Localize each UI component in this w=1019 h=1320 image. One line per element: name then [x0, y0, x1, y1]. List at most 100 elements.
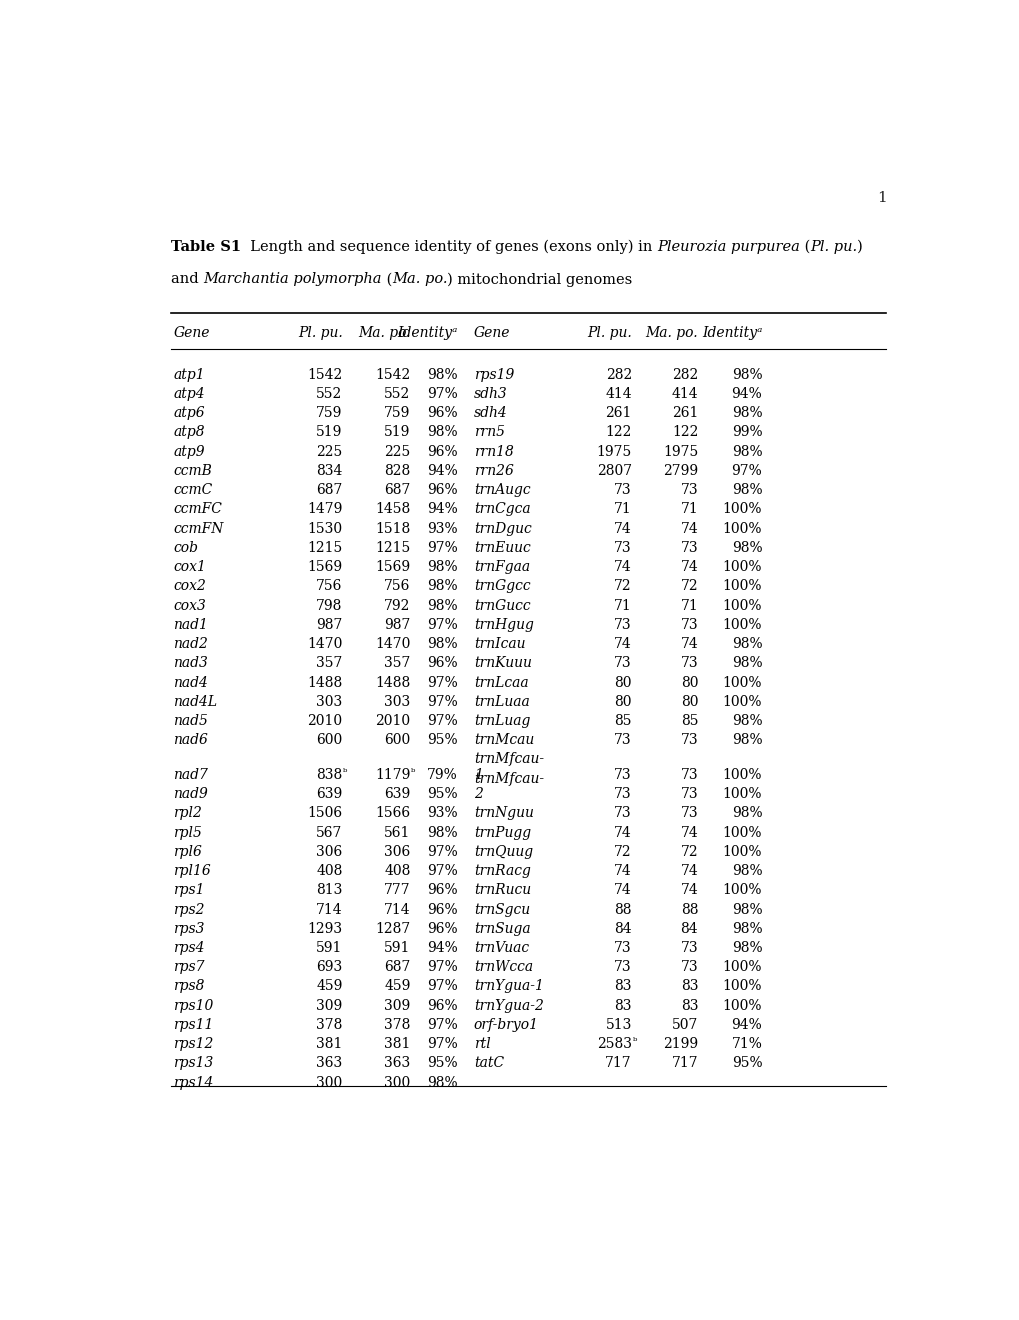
Text: 261: 261	[672, 407, 698, 420]
Text: 100%: 100%	[722, 960, 761, 974]
Text: trnLuag: trnLuag	[473, 714, 530, 729]
Text: 552: 552	[316, 387, 342, 401]
Text: 591: 591	[384, 941, 410, 954]
Text: 98%: 98%	[427, 579, 458, 594]
Text: 73: 73	[680, 807, 698, 820]
Text: 1542: 1542	[375, 368, 410, 381]
Text: 73: 73	[613, 960, 631, 974]
Text: 73: 73	[613, 541, 631, 554]
Text: Length and sequence identity of genes (exons only) in: Length and sequence identity of genes (e…	[240, 240, 656, 255]
Text: rps13: rps13	[173, 1056, 214, 1071]
Text: 84: 84	[613, 921, 631, 936]
Text: Gene: Gene	[473, 326, 510, 341]
Text: Identityᵃ: Identityᵃ	[397, 326, 458, 341]
Text: 98%: 98%	[731, 733, 761, 747]
Text: rps10: rps10	[173, 999, 214, 1012]
Text: 98%: 98%	[731, 368, 761, 381]
Text: 98%: 98%	[731, 714, 761, 729]
Text: 714: 714	[383, 903, 410, 916]
Text: 97%: 97%	[427, 541, 458, 554]
Text: trnKuuu: trnKuuu	[473, 656, 531, 671]
Text: 98%: 98%	[731, 483, 761, 498]
Text: 83: 83	[680, 999, 698, 1012]
Text: 97%: 97%	[427, 714, 458, 729]
Text: 100%: 100%	[722, 787, 761, 801]
Text: trnHgug: trnHgug	[473, 618, 533, 632]
Text: 84: 84	[680, 921, 698, 936]
Text: 97%: 97%	[427, 1038, 458, 1051]
Text: 79%: 79%	[427, 768, 458, 781]
Text: 71%: 71%	[731, 1038, 761, 1051]
Text: 74: 74	[680, 521, 698, 536]
Text: 687: 687	[316, 483, 342, 498]
Text: trnYgua-2: trnYgua-2	[473, 999, 543, 1012]
Text: 71: 71	[613, 598, 631, 612]
Text: and: and	[171, 272, 203, 286]
Text: 693: 693	[316, 960, 342, 974]
Text: rps1: rps1	[173, 883, 205, 898]
Text: ᵇ: ᵇ	[343, 768, 347, 777]
Text: 71: 71	[613, 503, 631, 516]
Text: 73: 73	[680, 618, 698, 632]
Text: 74: 74	[613, 865, 631, 878]
Text: 552: 552	[384, 387, 410, 401]
Text: 381: 381	[384, 1038, 410, 1051]
Text: tatC: tatC	[473, 1056, 503, 1071]
Text: 95%: 95%	[731, 1056, 761, 1071]
Text: 97%: 97%	[427, 960, 458, 974]
Text: atp4: atp4	[173, 387, 205, 401]
Text: 2807: 2807	[596, 463, 631, 478]
Text: nad1: nad1	[173, 618, 208, 632]
Text: Identityᵃ: Identityᵃ	[701, 326, 761, 341]
Text: 74: 74	[680, 560, 698, 574]
Text: 72: 72	[680, 845, 698, 859]
Text: 97%: 97%	[427, 618, 458, 632]
Text: 309: 309	[384, 999, 410, 1012]
Text: 100%: 100%	[722, 825, 761, 840]
Text: 97%: 97%	[427, 979, 458, 994]
Text: 567: 567	[316, 825, 342, 840]
Text: 73: 73	[613, 656, 631, 671]
Text: trnQuug: trnQuug	[473, 845, 532, 859]
Text: rrn18: rrn18	[473, 445, 514, 459]
Text: trnNguu: trnNguu	[473, 807, 533, 820]
Text: 282: 282	[672, 368, 698, 381]
Text: nad4: nad4	[173, 676, 208, 689]
Text: 100%: 100%	[722, 560, 761, 574]
Text: 96%: 96%	[427, 407, 458, 420]
Text: trnIcau: trnIcau	[473, 638, 525, 651]
Text: 261: 261	[605, 407, 631, 420]
Text: 73: 73	[613, 768, 631, 781]
Text: 98%: 98%	[427, 425, 458, 440]
Text: 100%: 100%	[722, 521, 761, 536]
Text: 2010: 2010	[375, 714, 410, 729]
Text: Pl. pu.: Pl. pu.	[298, 326, 342, 341]
Text: 756: 756	[384, 579, 410, 594]
Text: trnMfcau-: trnMfcau-	[473, 772, 543, 785]
Text: nad6: nad6	[173, 733, 208, 747]
Text: 83: 83	[680, 979, 698, 994]
Text: 73: 73	[680, 787, 698, 801]
Text: trnLcaa: trnLcaa	[473, 676, 528, 689]
Text: 83: 83	[613, 979, 631, 994]
Text: rpl5: rpl5	[173, 825, 202, 840]
Text: 73: 73	[680, 483, 698, 498]
Text: (: (	[381, 272, 391, 286]
Text: 74: 74	[613, 560, 631, 574]
Text: 95%: 95%	[427, 787, 458, 801]
Text: 519: 519	[384, 425, 410, 440]
Text: atp9: atp9	[173, 445, 205, 459]
Text: 1: 1	[876, 191, 887, 205]
Text: 714: 714	[316, 903, 342, 916]
Text: 792: 792	[384, 598, 410, 612]
Text: 591: 591	[316, 941, 342, 954]
Text: 98%: 98%	[427, 560, 458, 574]
Text: 93%: 93%	[427, 807, 458, 820]
Text: 838: 838	[316, 768, 342, 781]
Text: ᵇ: ᵇ	[411, 768, 416, 777]
Text: 639: 639	[384, 787, 410, 801]
Text: 122: 122	[605, 425, 631, 440]
Text: rpl2: rpl2	[173, 807, 202, 820]
Text: 98%: 98%	[731, 941, 761, 954]
Text: 408: 408	[316, 865, 342, 878]
